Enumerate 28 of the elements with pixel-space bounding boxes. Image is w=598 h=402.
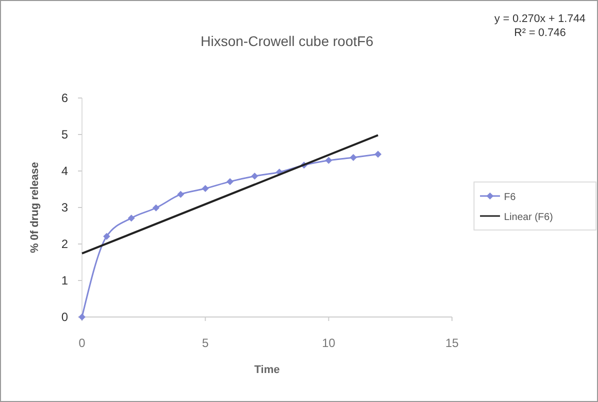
chart-title: Hixson-Crowell cube rootF6 xyxy=(200,33,374,49)
point xyxy=(202,185,209,192)
legend-label: Linear (F6) xyxy=(504,212,553,223)
point xyxy=(251,172,258,180)
point xyxy=(103,232,110,240)
text: y = 0.270x + 1.744 xyxy=(494,13,586,25)
point xyxy=(226,178,234,186)
y-tick-label: 5 xyxy=(61,128,68,142)
point xyxy=(374,150,382,158)
x-tick-label: 15 xyxy=(445,336,459,350)
point xyxy=(152,204,160,212)
x-axis-title: Time xyxy=(254,364,280,376)
point xyxy=(177,190,184,198)
y-tick-label: 0 xyxy=(61,310,68,324)
y-tick-label: 6 xyxy=(61,91,68,105)
y-axis-title: % 0f drug release xyxy=(29,162,41,254)
y-tick-label: 1 xyxy=(61,274,68,288)
y-tick-label: 4 xyxy=(61,164,68,178)
y-tick-label: 3 xyxy=(61,200,68,214)
x-tick-label: 10 xyxy=(322,336,336,350)
x-tick-label: 5 xyxy=(202,336,209,350)
legend-label: F6 xyxy=(504,192,516,203)
x-tick-label: 0 xyxy=(78,336,86,350)
point xyxy=(128,214,135,222)
point xyxy=(350,154,357,161)
point xyxy=(325,156,332,164)
y-tick-label: 2 xyxy=(61,237,68,251)
text: R² = 0.746 xyxy=(514,27,566,39)
